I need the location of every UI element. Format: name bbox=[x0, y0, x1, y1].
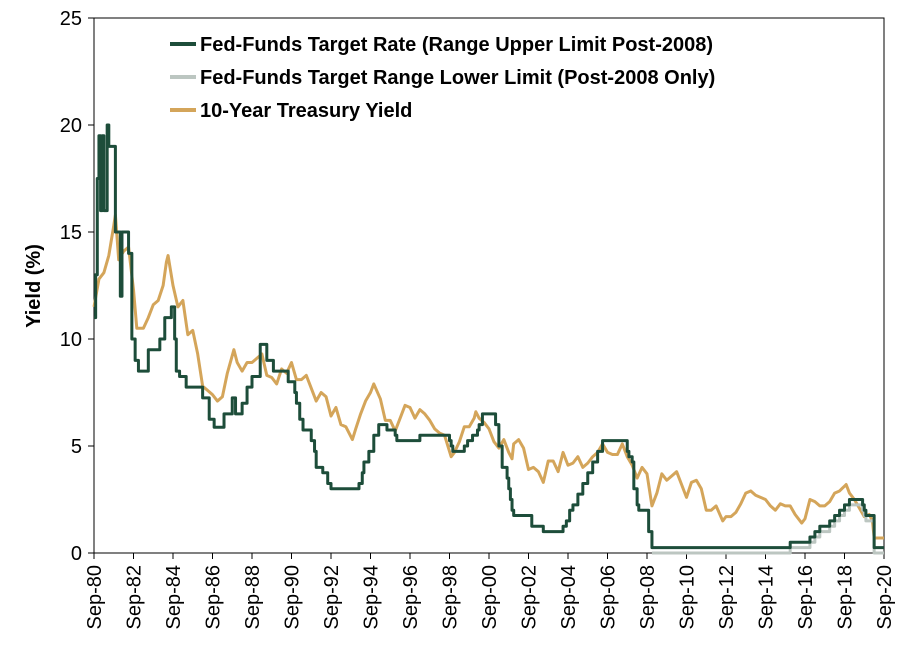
y-tick-label: 25 bbox=[60, 8, 82, 30]
x-tick-label: Sep-06 bbox=[598, 565, 620, 630]
y-tick-label: 0 bbox=[71, 543, 82, 565]
x-tick-label: Sep-98 bbox=[440, 565, 462, 630]
legend-label-0: Fed-Funds Target Rate (Range Upper Limit… bbox=[200, 34, 713, 56]
y-tick-label: 5 bbox=[71, 436, 82, 458]
x-tick-label: Sep-04 bbox=[558, 565, 580, 630]
plot-frame bbox=[93, 17, 885, 554]
x-tick-label: Sep-18 bbox=[835, 565, 857, 630]
x-tick-label: Sep-94 bbox=[361, 565, 383, 630]
y-axis-ticks: 0 5 10 15 20 25 bbox=[60, 8, 94, 565]
x-tick-label: Sep-96 bbox=[400, 565, 422, 630]
series-line-2 bbox=[92, 213, 884, 540]
x-tick-label: Sep-16 bbox=[795, 565, 817, 630]
legend: Fed-Funds Target Rate (Range Upper Limit… bbox=[170, 34, 715, 122]
x-tick-label: Sep-00 bbox=[479, 565, 501, 630]
x-tick-label: Sep-90 bbox=[282, 565, 304, 630]
legend-label-2: 10-Year Treasury Yield bbox=[200, 100, 412, 122]
x-tick-label: Sep-84 bbox=[163, 565, 185, 630]
x-tick-label: Sep-12 bbox=[716, 565, 738, 630]
y-tick-label: 10 bbox=[60, 329, 82, 351]
x-tick-label: Sep-08 bbox=[637, 565, 659, 630]
x-tick-label: Sep-20 bbox=[874, 565, 896, 630]
x-tick-label: Sep-14 bbox=[756, 565, 778, 630]
x-tick-label: Sep-92 bbox=[321, 565, 343, 630]
series-layer bbox=[92, 123, 884, 555]
x-tick-label: Sep-10 bbox=[677, 565, 699, 630]
x-tick-label: Sep-86 bbox=[203, 565, 225, 630]
series-line-1 bbox=[651, 503, 884, 555]
y-axis-label: Yield (%) bbox=[23, 244, 45, 328]
y-tick-label: 15 bbox=[60, 222, 82, 244]
series-line-0 bbox=[94, 123, 884, 550]
y-tick-label: 20 bbox=[60, 115, 82, 137]
legend-label-1: Fed-Funds Target Range Lower Limit (Post… bbox=[200, 67, 715, 89]
x-axis-ticks: Sep-80 Sep-82 Sep-84 Sep-86 Sep-88 Sep-90 Sep-… bbox=[84, 553, 896, 630]
x-tick-label: Sep-80 bbox=[84, 565, 106, 630]
x-tick-label: Sep-82 bbox=[124, 565, 146, 630]
x-tick-label: Sep-88 bbox=[242, 565, 264, 630]
x-tick-label: Sep-02 bbox=[519, 565, 541, 630]
